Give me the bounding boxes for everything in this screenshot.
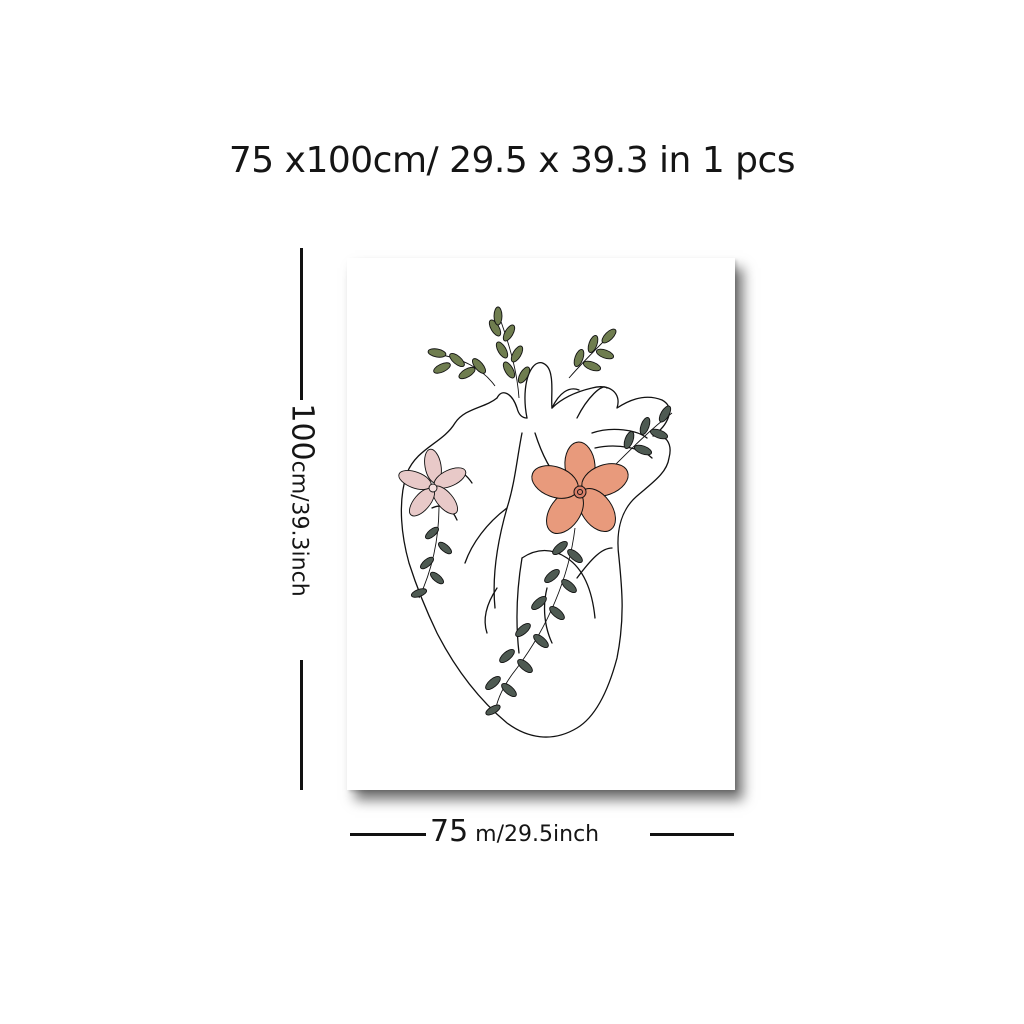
- height-label: 100cm/39.3inch: [285, 403, 320, 596]
- sprig-right: [611, 405, 673, 469]
- width-line-right: [650, 833, 734, 836]
- heart-outline: [400, 362, 671, 738]
- height-value: 100: [284, 403, 320, 461]
- vine-center: [485, 527, 583, 716]
- width-value: 75: [430, 814, 469, 849]
- pink-flower: [398, 448, 467, 517]
- heart-illustration: [398, 306, 673, 738]
- sprig-top-right: [568, 328, 617, 379]
- height-line-top: [300, 248, 303, 400]
- sprig-top-center: [488, 306, 531, 399]
- size-title: 75 x100cm/ 29.5 x 39.3 in 1 pcs: [228, 140, 796, 181]
- height-unit: cm/39.3inch: [286, 460, 312, 597]
- vine-left: [410, 505, 452, 599]
- height-line-bottom: [300, 660, 303, 790]
- canvas-print: [347, 258, 735, 790]
- width-line-left: [350, 833, 426, 836]
- orange-flower: [531, 441, 629, 534]
- width-unit: m/29.5inch: [468, 822, 600, 847]
- sprig-top-left: [427, 348, 496, 387]
- width-label: 75 m/29.5inch: [430, 814, 599, 849]
